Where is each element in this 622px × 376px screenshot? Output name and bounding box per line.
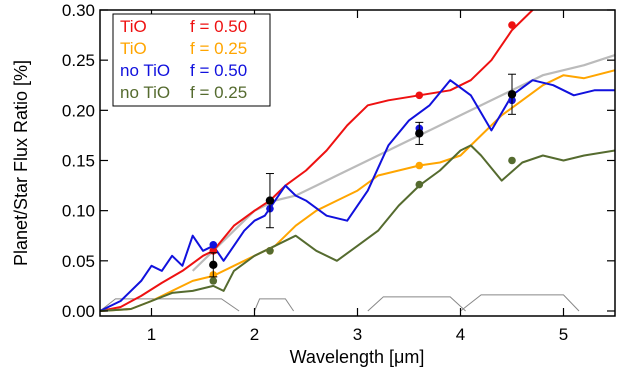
series-line-1 (100, 69, 615, 312)
legend-entry-2-f: f = 0.50 (190, 61, 247, 80)
series-line-0 (100, 10, 535, 312)
x-tick-label-1: 2 (250, 325, 259, 344)
x-axis-title: Wavelength [μm] (290, 347, 425, 367)
model-point-3-1 (266, 246, 274, 255)
legend-entry-0-name: TiO (120, 17, 147, 36)
y-tick-label-6: 0.30 (62, 1, 95, 20)
y-tick-label-4: 0.20 (62, 101, 95, 120)
legend-entry-1-name: TiO (120, 39, 147, 58)
model-point-3-0 (209, 277, 218, 285)
x-tick-label-2: 3 (353, 325, 362, 344)
legend-entry-3-f: f = 0.25 (190, 83, 247, 102)
observation-point-1 (265, 196, 275, 205)
observation-point-2 (415, 129, 424, 138)
legend-entry-0-f: f = 0.50 (190, 17, 247, 36)
series-line-2 (100, 79, 615, 312)
y-tick-label-0: 0.00 (62, 302, 95, 321)
series-line-3 (100, 144, 615, 312)
model-point-3-2 (415, 180, 424, 189)
legend-entry-2-name: no TiO (120, 61, 170, 80)
x-tick-label-4: 5 (559, 325, 568, 344)
filter-curve-2 (367, 296, 466, 312)
legend-box (112, 13, 271, 107)
x-tick-label-0: 1 (147, 325, 156, 344)
observation-point-3 (507, 90, 517, 99)
x-tick-label-3: 4 (456, 325, 465, 344)
model-point-0-2 (415, 91, 424, 100)
y-tick-label-5: 0.25 (62, 51, 95, 70)
model-point-1-2 (415, 161, 424, 170)
filter-curve-0 (100, 298, 240, 312)
legend-entry-3-name: no TiO (120, 83, 170, 102)
model-point-0-3 (508, 21, 516, 29)
model-point-2-0 (209, 240, 218, 249)
y-tick-label-1: 0.05 (62, 252, 95, 271)
model-point-3-3 (508, 156, 516, 165)
y-tick-label-2: 0.10 (62, 202, 95, 221)
y-tick-label-3: 0.15 (62, 151, 95, 170)
legend: TiO f = 0.50 TiO f = 0.25 no TiO f = 0.5… (112, 13, 271, 107)
y-axis-title: Planet/Star Flux Ratio [%] (11, 60, 31, 266)
filter-curve-1 (254, 298, 295, 312)
filter-curve-3 (460, 294, 580, 312)
observation-point-0 (209, 260, 218, 270)
legend-entry-1-f: f = 0.25 (190, 39, 247, 58)
